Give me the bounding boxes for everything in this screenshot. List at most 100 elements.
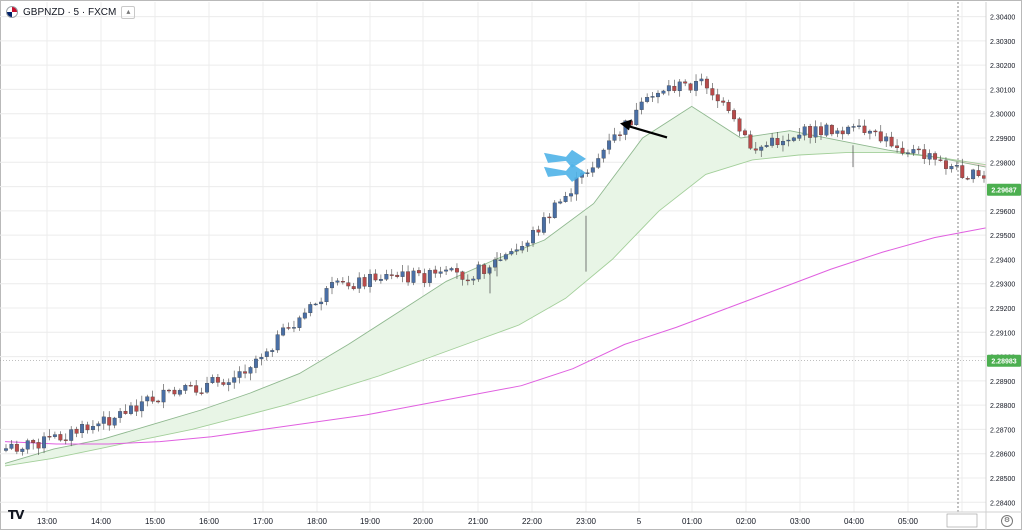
candle-body	[96, 423, 101, 427]
y-tick-label: 2.30300	[990, 39, 1015, 46]
candle-body	[639, 101, 644, 110]
candle	[965, 176, 970, 181]
candle-body	[944, 160, 948, 169]
candle-body	[726, 102, 731, 111]
tradingview-logo[interactable]: TV	[8, 508, 25, 522]
symbol-title: GBPNZD · 5 · FXCM	[23, 6, 117, 18]
candle	[31, 438, 36, 450]
gear-icon[interactable]: ⚙	[1001, 515, 1013, 527]
candle-body	[330, 282, 334, 289]
candle	[656, 90, 660, 104]
candle	[552, 200, 557, 219]
candle-body	[221, 382, 226, 385]
candle	[661, 89, 666, 96]
candle-body	[569, 193, 574, 197]
candle	[498, 253, 503, 262]
chevron-up-icon[interactable]: ▴	[121, 5, 136, 19]
candle	[264, 348, 269, 361]
candle	[438, 266, 443, 278]
gbpnzd-flag-icon	[6, 6, 18, 18]
candle-body	[688, 83, 693, 91]
candle	[688, 82, 693, 94]
long-ma-line	[4, 227, 987, 445]
current-price-label-bg	[987, 183, 1021, 196]
candle-body	[916, 148, 921, 151]
candle	[134, 399, 139, 416]
candle-body	[862, 125, 867, 133]
candle	[764, 141, 769, 149]
candle	[194, 380, 199, 396]
candle	[846, 125, 851, 136]
candle-body	[335, 280, 340, 283]
candle-body	[884, 136, 889, 142]
candle	[938, 155, 943, 162]
candle	[650, 91, 655, 103]
candle-body	[215, 377, 220, 383]
candle-body	[248, 367, 253, 374]
candle-body	[465, 279, 470, 282]
candle-body	[704, 78, 709, 89]
x-tick-label: 14:00	[91, 517, 112, 526]
candle-body	[732, 110, 737, 120]
candle-body	[118, 411, 123, 418]
candle	[118, 408, 123, 423]
candle-body	[145, 396, 150, 402]
x-tick-label: 16:00	[199, 517, 220, 526]
candle	[482, 262, 487, 279]
candle-body	[302, 312, 307, 319]
x-tick-label: 01:00	[682, 517, 703, 526]
candle	[161, 384, 166, 409]
symbol-header: GBPNZD · 5 · FXCM ▴	[6, 4, 136, 20]
candle	[232, 370, 237, 389]
candle	[465, 274, 470, 286]
candle	[590, 161, 595, 177]
candle	[840, 126, 845, 140]
candle-body	[715, 94, 720, 102]
candle-body	[69, 429, 74, 441]
candle	[525, 240, 530, 252]
candle-body	[498, 259, 503, 261]
candle	[351, 282, 356, 291]
candle-body	[813, 126, 818, 138]
candle-body	[547, 216, 552, 219]
candle-body	[427, 270, 432, 283]
candle	[9, 440, 14, 450]
candle	[20, 447, 25, 456]
candle-body	[378, 279, 383, 281]
y-tick-label: 2.28800	[990, 403, 1015, 410]
candle-body	[971, 169, 976, 180]
candle	[596, 153, 601, 169]
candle	[639, 97, 644, 115]
candle-body	[960, 165, 965, 178]
candle	[715, 88, 720, 108]
candle-body	[552, 202, 557, 218]
candle	[905, 149, 910, 158]
candle-body	[368, 273, 372, 287]
candle-body	[63, 439, 68, 441]
candle	[742, 128, 747, 137]
candle-body	[232, 377, 237, 383]
candle	[324, 286, 329, 306]
y-tick-label: 2.29400	[990, 257, 1015, 264]
candle	[536, 225, 541, 236]
candle-body	[14, 444, 19, 452]
candle	[395, 271, 400, 279]
candle-body	[259, 357, 264, 360]
ma-ribbon-layer	[5, 106, 986, 466]
candle-body	[596, 158, 601, 168]
candle-body	[699, 78, 704, 82]
candle	[520, 241, 525, 254]
black-arrow-icon	[620, 119, 632, 131]
candle-body	[460, 271, 465, 280]
blue-arrow-icon	[544, 149, 586, 168]
candle	[851, 123, 856, 132]
candle-body	[400, 271, 405, 277]
candle-body	[753, 148, 758, 151]
session-time-tag	[946, 513, 978, 528]
candle-body	[819, 126, 823, 136]
candle	[384, 269, 389, 282]
candle	[422, 268, 427, 288]
candle	[281, 323, 286, 337]
candle-body	[683, 81, 688, 84]
